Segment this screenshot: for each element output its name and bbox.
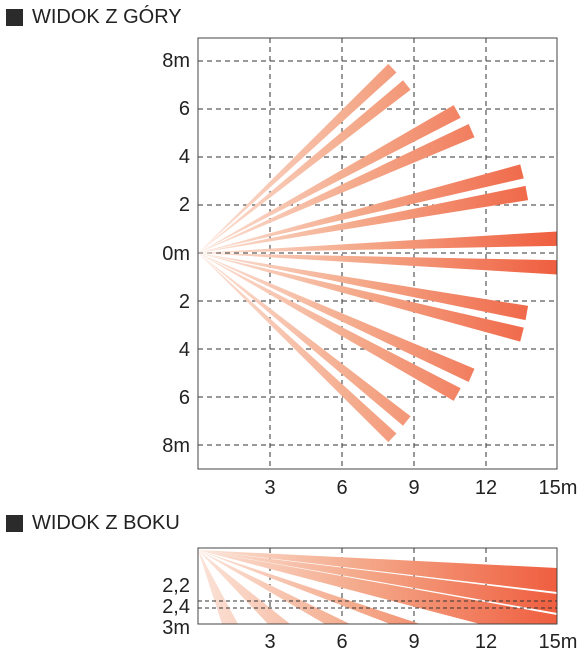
side-view-title: WIDOK Z BOKU bbox=[6, 512, 180, 535]
top-x-tick: 15m bbox=[539, 477, 578, 499]
top-x-axis: 3 6 9 12 15m bbox=[264, 477, 577, 499]
side-beam bbox=[198, 550, 557, 592]
side-frame bbox=[197, 547, 558, 625]
top-beam bbox=[198, 124, 475, 253]
top-x-tick: 9 bbox=[408, 477, 419, 499]
top-y-tick: 6 bbox=[179, 387, 190, 409]
top-beam bbox=[198, 105, 461, 253]
top-beam bbox=[198, 253, 475, 382]
top-x-tick: 6 bbox=[336, 477, 347, 499]
side-beam bbox=[198, 550, 290, 624]
side-view-plot: 2,2 2,4 3m 3 6 9 12 15m bbox=[162, 547, 577, 653]
top-beam bbox=[198, 253, 557, 275]
top-beam bbox=[198, 253, 461, 401]
top-beam bbox=[198, 63, 397, 254]
top-x-tick: 3 bbox=[264, 477, 275, 499]
top-beam bbox=[198, 185, 529, 253]
side-y-axis: 2,2 2,4 3m bbox=[162, 575, 190, 639]
side-beam bbox=[198, 550, 238, 624]
top-beam bbox=[198, 253, 524, 342]
top-view-plot: 8m 6 4 2 0m 2 4 6 8m 3 6 9 12 15m bbox=[162, 37, 577, 499]
top-y-tick: 8m bbox=[162, 435, 190, 457]
top-beam bbox=[198, 164, 524, 253]
top-frame bbox=[197, 37, 558, 470]
side-x-tick: 12 bbox=[475, 631, 497, 653]
side-beam bbox=[198, 550, 420, 624]
side-x-tick: 3 bbox=[264, 631, 275, 653]
top-beams bbox=[198, 63, 557, 443]
square-bullet-icon bbox=[6, 515, 23, 532]
side-beam bbox=[198, 550, 557, 613]
side-beams bbox=[198, 550, 557, 624]
top-view-title-text: WIDOK Z GÓRY bbox=[32, 6, 182, 28]
top-beam bbox=[198, 231, 557, 253]
top-y-tick: 8m bbox=[162, 50, 190, 72]
top-y-tick: 6 bbox=[179, 98, 190, 120]
side-x-tick: 6 bbox=[336, 631, 347, 653]
top-y-tick: 0m bbox=[162, 243, 190, 265]
top-x-tick: 12 bbox=[475, 477, 497, 499]
top-y-axis: 8m 6 4 2 0m 2 4 6 8m bbox=[162, 50, 190, 457]
top-beam bbox=[198, 253, 397, 443]
top-beam bbox=[198, 80, 411, 253]
top-view-title: WIDOK Z GÓRY bbox=[6, 6, 182, 29]
side-x-tick: 15m bbox=[539, 631, 578, 653]
side-y-tick: 2,4 bbox=[162, 596, 190, 618]
top-y-tick: 2 bbox=[179, 291, 190, 313]
top-beam bbox=[198, 253, 529, 321]
top-beam bbox=[198, 253, 411, 426]
side-x-axis: 3 6 9 12 15m bbox=[264, 631, 577, 653]
square-bullet-icon bbox=[6, 9, 23, 26]
side-view-title-text: WIDOK Z BOKU bbox=[32, 512, 180, 534]
side-y-tick: 3m bbox=[162, 617, 190, 639]
top-y-tick: 4 bbox=[179, 146, 190, 168]
side-beam bbox=[198, 550, 350, 624]
top-y-tick: 4 bbox=[179, 339, 190, 361]
side-beam bbox=[198, 550, 557, 624]
top-y-tick: 2 bbox=[179, 194, 190, 216]
side-x-tick: 9 bbox=[408, 631, 419, 653]
side-y-tick: 2,2 bbox=[162, 575, 190, 597]
